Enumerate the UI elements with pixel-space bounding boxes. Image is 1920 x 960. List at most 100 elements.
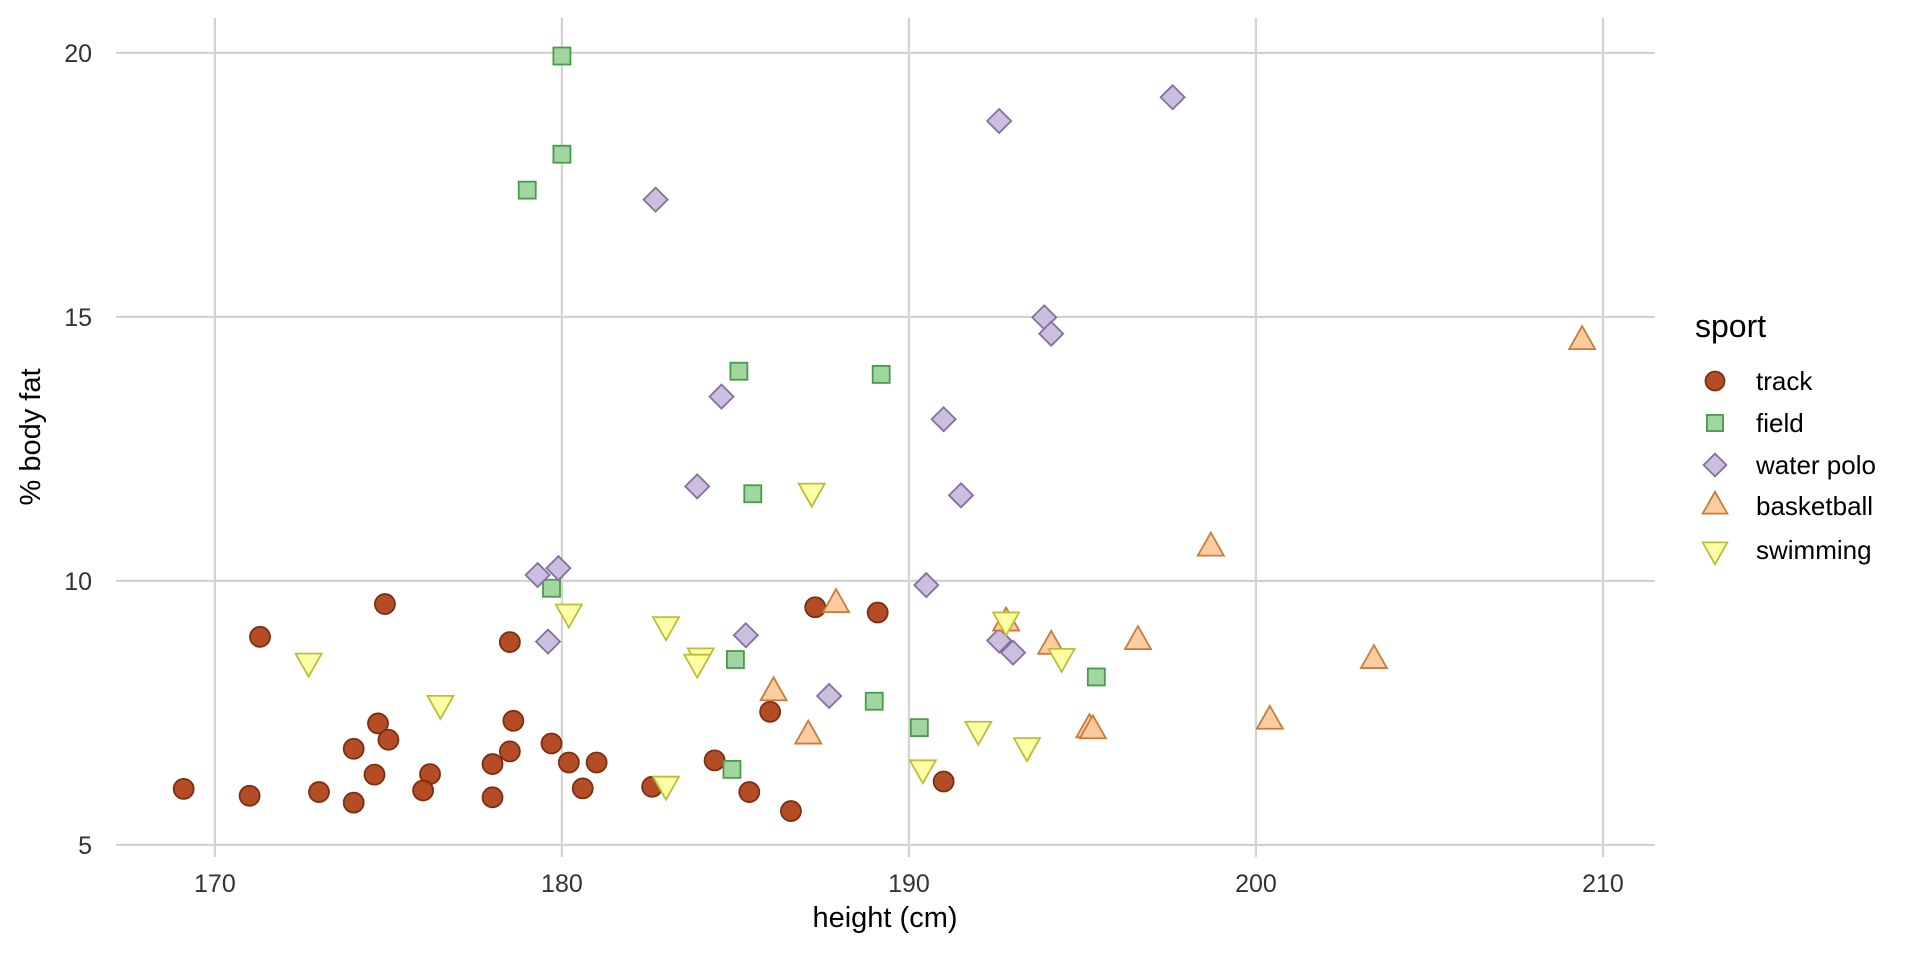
point-field (517, 180, 537, 200)
point-field (552, 144, 572, 164)
point-water-polo (642, 186, 669, 213)
point-water-polo (683, 473, 711, 500)
point-water-polo (534, 628, 562, 655)
point-water-polo (985, 107, 1013, 135)
point-track (804, 596, 827, 619)
point-track (238, 784, 261, 807)
point-track (703, 749, 726, 772)
point-track (502, 709, 525, 732)
legend-item-water-polo: water polo (1702, 450, 1876, 480)
point-field (909, 718, 929, 738)
x-axis-ticks: 170 180 190 200 210 (194, 870, 1624, 898)
point-water-polo (913, 571, 940, 599)
point-track (932, 770, 955, 793)
legend-label: swimming (1756, 535, 1872, 565)
legend-item-field: field (1706, 408, 1804, 438)
series-field (517, 46, 1106, 779)
point-field (1086, 667, 1106, 687)
gridlines (116, 18, 1655, 857)
x-tick-label: 200 (1235, 870, 1277, 898)
legend-item-basketball: basketball (1701, 489, 1873, 521)
point-field (743, 484, 763, 504)
y-tick-label: 10 (64, 568, 92, 596)
point-field (542, 578, 561, 598)
legend-label: track (1756, 366, 1813, 396)
point-swimming (1047, 647, 1077, 674)
legend-key-swimming (1701, 541, 1729, 567)
point-basketball (1359, 643, 1389, 669)
point-water-polo (1159, 83, 1186, 111)
legend-key-field (1706, 414, 1724, 432)
y-axis-ticks: 5 10 15 20 (64, 40, 92, 860)
point-water-polo (947, 482, 975, 509)
point-track (481, 786, 504, 809)
point-swimming (963, 720, 993, 747)
point-field (552, 46, 572, 66)
point-swimming (554, 603, 584, 630)
point-track (249, 625, 271, 648)
point-swimming (294, 652, 324, 679)
point-basketball (793, 718, 823, 745)
point-field (729, 361, 749, 381)
series-basketball (759, 324, 1597, 745)
point-basketball (1078, 713, 1108, 740)
legend-label: water polo (1755, 450, 1876, 480)
point-track (308, 781, 330, 803)
legend-label: field (1756, 408, 1804, 438)
point-track (172, 777, 195, 800)
point-swimming (797, 482, 827, 509)
y-tick-label: 15 (64, 304, 92, 332)
point-track (866, 601, 889, 624)
legend-item-track: track (1704, 366, 1813, 396)
x-tick-label: 180 (541, 870, 583, 898)
point-basketball (759, 675, 789, 702)
x-tick-label: 170 (194, 870, 236, 898)
point-track (498, 740, 521, 763)
point-swimming (991, 611, 1021, 638)
point-water-polo (999, 639, 1027, 666)
point-field (726, 650, 745, 669)
x-tick-label: 190 (888, 870, 930, 898)
point-water-polo (1037, 320, 1065, 348)
point-water-polo (930, 406, 957, 433)
point-basketball (1567, 324, 1597, 351)
point-swimming (651, 616, 681, 643)
point-basketball (821, 587, 851, 613)
point-track (412, 779, 435, 802)
data-points (172, 46, 1597, 822)
point-basketball (1196, 530, 1226, 557)
legend-key-basketball (1701, 489, 1729, 515)
point-field (722, 759, 742, 779)
point-basketball (1123, 624, 1153, 650)
point-field (864, 691, 884, 711)
point-track (367, 712, 389, 735)
point-track (342, 737, 365, 760)
point-swimming (651, 775, 681, 802)
legend-label: basketball (1756, 491, 1873, 521)
legend-key-water-polo (1702, 452, 1728, 478)
point-track (585, 751, 608, 774)
point-track (377, 728, 400, 751)
point-swimming (682, 653, 712, 680)
point-swimming (1012, 737, 1042, 763)
legend-key-track (1704, 370, 1726, 392)
y-tick-label: 5 (78, 832, 92, 860)
point-track (481, 753, 504, 775)
series-swimming (294, 482, 1077, 802)
legend: sport track field water polo basketball swim… (1695, 308, 1876, 567)
x-tick-label: 210 (1582, 870, 1624, 898)
legend-title: sport (1695, 308, 1766, 344)
point-water-polo (815, 682, 843, 710)
point-water-polo (708, 383, 735, 410)
point-track (557, 751, 580, 774)
legend-item-swimming: swimming (1701, 535, 1872, 567)
point-swimming (908, 759, 938, 786)
series-water-polo (524, 83, 1186, 710)
point-track (540, 732, 563, 755)
point-track (363, 763, 386, 786)
point-field (871, 365, 891, 384)
y-axis-title: % body fat (15, 368, 47, 505)
point-track (571, 777, 594, 800)
point-water-polo (545, 554, 572, 582)
